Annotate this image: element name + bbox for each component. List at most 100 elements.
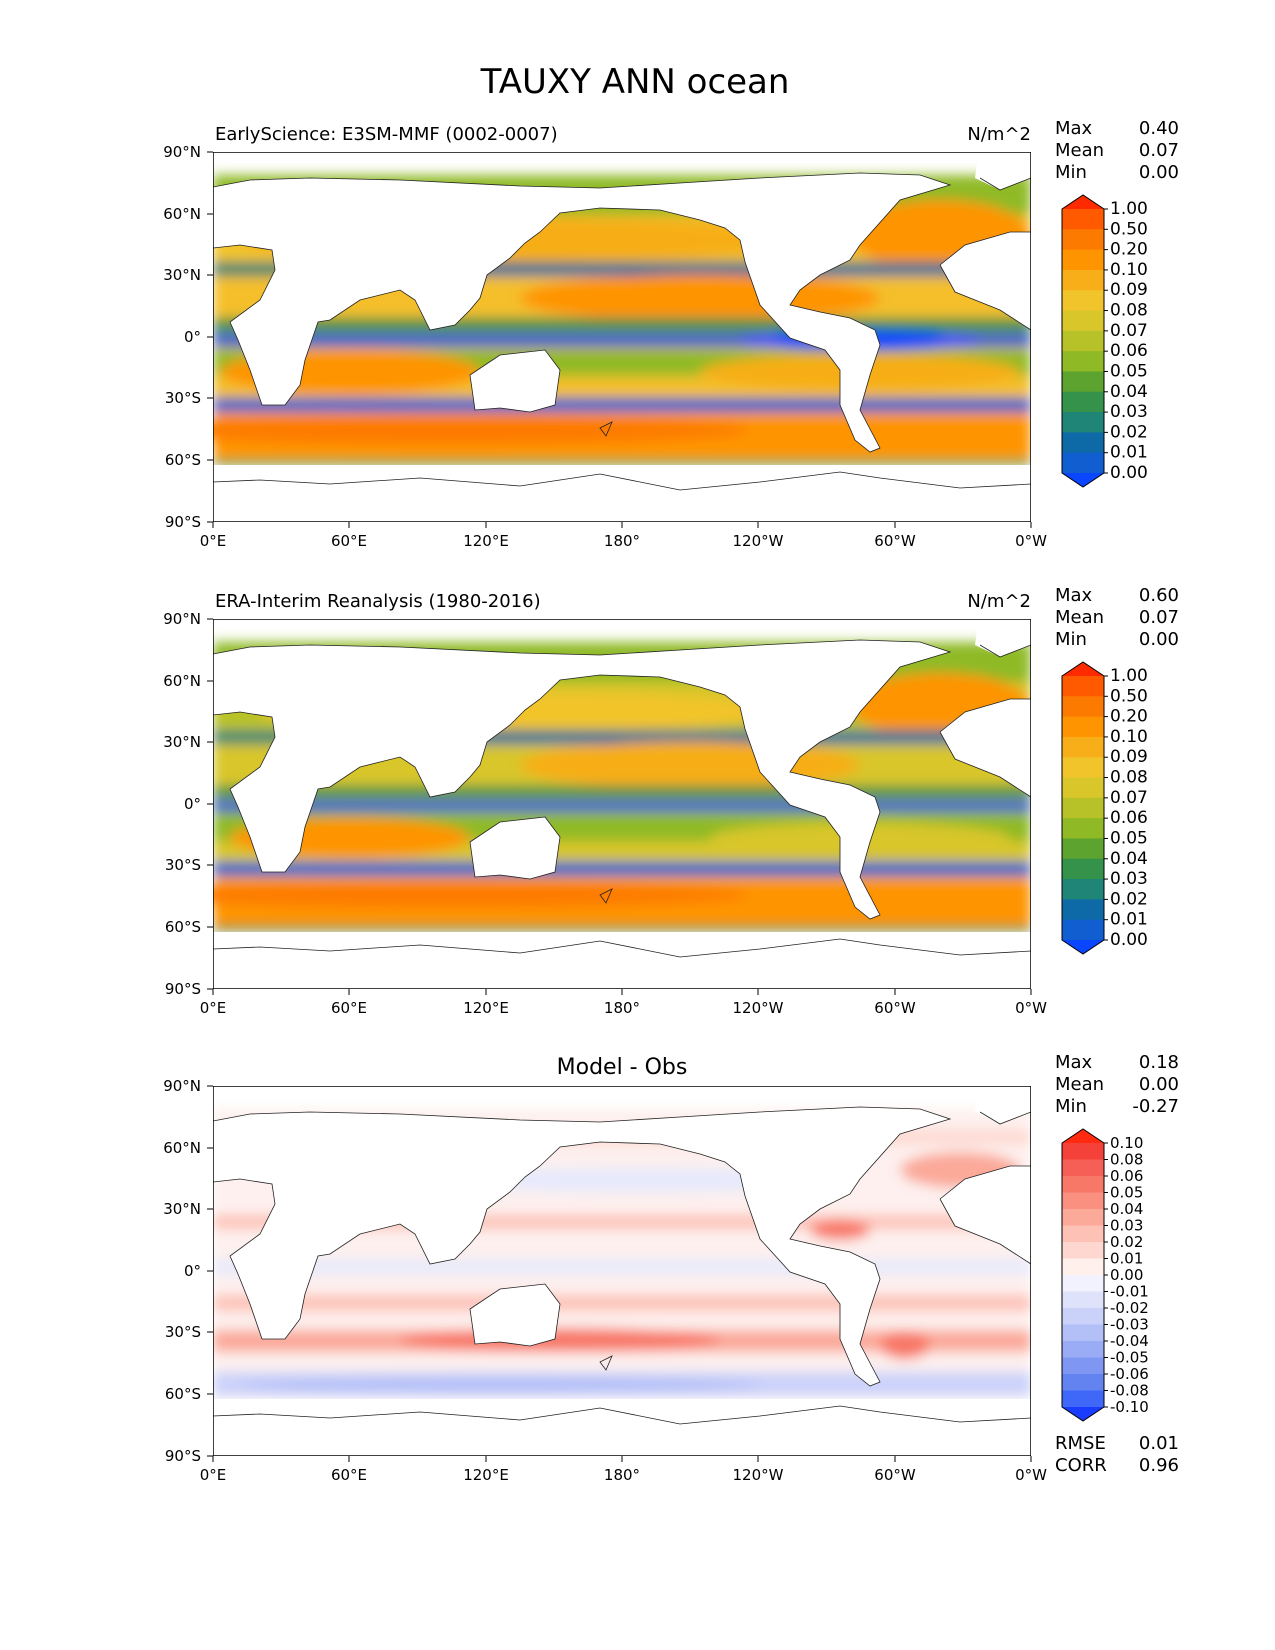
colorbar-swatch <box>1062 1308 1104 1325</box>
x-axis: 0°E 60°E 120°E 180° 120°W 60°W 0°W <box>200 1456 1047 1484</box>
x-tick-label: 0°E <box>200 999 227 1017</box>
x-tick: 120°W <box>733 1456 784 1484</box>
colorbar-label: 0.20 <box>1110 240 1148 260</box>
y-tick-label: 90°S <box>165 1447 201 1465</box>
panel-title: Model - Obs <box>557 1055 688 1080</box>
colorbar-swatch <box>1062 310 1104 332</box>
field-plot <box>213 152 1031 522</box>
x-tick: 120°E <box>463 522 509 550</box>
x-tick-label: 60°W <box>874 532 916 550</box>
colorbar-label: 0.07 <box>1110 321 1148 341</box>
colorbar-label: 0.01 <box>1110 910 1148 930</box>
y-tick: 60°N <box>163 205 213 223</box>
colorbar-label: 0.04 <box>1110 849 1148 869</box>
y-tick-label: 60°S <box>165 451 201 469</box>
y-tick-label: 0° <box>184 328 201 346</box>
x-tick: 60°W <box>874 989 916 1017</box>
colorbar-swatch <box>1062 195 1104 209</box>
y-tick-label: 60°S <box>165 918 201 936</box>
colorbar-swatch <box>1062 432 1104 454</box>
colorbar-label: 0.08 <box>1110 1151 1143 1169</box>
colorbar-swatch <box>1062 716 1104 738</box>
y-tick: 30°S <box>165 856 213 874</box>
x-tick-label: 120°E <box>463 532 509 550</box>
y-tick: 30°N <box>163 1200 213 1218</box>
colorbar-swatch <box>1062 452 1104 474</box>
x-tick: 0°E <box>200 989 227 1017</box>
x-tick-label: 0°W <box>1015 999 1047 1017</box>
y-tick: 30°N <box>163 266 213 284</box>
x-tick: 0°E <box>200 522 226 550</box>
colorbar-swatch <box>1062 1341 1104 1358</box>
x-tick: 180° <box>604 522 640 550</box>
mean-label: Mean <box>1055 140 1104 161</box>
colorbar-label: -0.10 <box>1110 1398 1149 1416</box>
colorbar-swatch <box>1062 1225 1104 1243</box>
colorbar-label: -0.06 <box>1110 1365 1149 1383</box>
y-tick: 90°N <box>163 610 213 628</box>
colorbar-label: 0.03 <box>1110 1217 1143 1235</box>
y-tick: 60°S <box>165 1385 213 1403</box>
x-tick-label: 120°W <box>733 532 784 550</box>
min-value: 0.00 <box>1139 629 1179 650</box>
colorbar-swatch <box>1062 899 1104 921</box>
y-tick-label: 60°N <box>163 1139 201 1157</box>
colorbar-label: 1.00 <box>1110 666 1148 686</box>
colorbar-label: 0.01 <box>1110 1250 1143 1268</box>
x-tick-label: 120°W <box>733 1466 784 1484</box>
mean-label: Mean <box>1055 607 1104 628</box>
max-label: Max <box>1055 118 1093 139</box>
colorbar-label: 0.50 <box>1110 219 1148 239</box>
colorbar-label: 0.01 <box>1110 443 1148 463</box>
y-tick-label: 30°S <box>165 389 201 407</box>
colorbar-swatch <box>1062 1143 1104 1160</box>
y-tick: 60°S <box>165 918 213 936</box>
colorbar-swatch <box>1062 1407 1104 1421</box>
colorbar-label: 0.04 <box>1110 1200 1143 1218</box>
colorbar-label: 0.07 <box>1110 788 1148 808</box>
y-tick-label: 90°N <box>163 1077 201 1095</box>
colorbar-label: 0.02 <box>1110 422 1148 442</box>
y-tick-label: 30°N <box>163 733 201 751</box>
colorbar-swatch <box>1062 209 1104 230</box>
rmse-value: 0.01 <box>1139 1433 1179 1454</box>
x-tick-label: 120°W <box>733 999 784 1017</box>
x-tick-label: 180° <box>604 1466 640 1484</box>
x-tick-label: 180° <box>604 999 640 1017</box>
x-tick: 120°E <box>463 1456 509 1484</box>
x-tick: 0°E <box>200 1456 226 1484</box>
corr-label: CORR <box>1055 1455 1107 1476</box>
rmse-label: RMSE <box>1055 1433 1106 1454</box>
y-tick: 90°S <box>165 513 213 531</box>
x-tick: 0°W <box>1015 522 1047 550</box>
y-tick: 0° <box>184 328 213 346</box>
x-axis: 0°E 60°E 120°E 180° 120°W 60°W 0°W <box>200 522 1047 550</box>
panel-model: EarlyScience: E3SM-MMF (0002-0007) N/m^2… <box>163 118 1179 550</box>
y-tick: 60°S <box>165 451 213 469</box>
y-tick-label: 30°S <box>165 1323 201 1341</box>
colorbar-label: -0.03 <box>1110 1316 1149 1334</box>
colorbar-swatch <box>1062 473 1104 487</box>
y-tick-label: 90°N <box>163 610 201 628</box>
y-tick-label: 0° <box>184 795 201 813</box>
panel-observation: ERA-Interim Reanalysis (1980-2016) N/m^2… <box>163 585 1179 1017</box>
y-tick-label: 30°S <box>165 856 201 874</box>
colorbar-label: 0.06 <box>1110 341 1148 361</box>
max-value: 0.18 <box>1139 1052 1179 1073</box>
y-tick: 0° <box>184 795 213 813</box>
y-tick-label: 60°N <box>163 672 201 690</box>
colorbar-label: -0.08 <box>1110 1382 1149 1400</box>
min-label: Min <box>1055 162 1087 183</box>
colorbar-label: 0.05 <box>1110 828 1148 848</box>
colorbar: 1.000.500.200.100.090.080.070.060.050.04… <box>1061 661 1148 955</box>
colorbar-swatch <box>1062 662 1104 676</box>
x-tick-label: 60°E <box>331 1466 367 1484</box>
colorbar-label: 0.06 <box>1110 1167 1143 1185</box>
stats-box: Max 0.18 Mean 0.00 Min -0.27 <box>1055 1052 1179 1117</box>
colorbar-label: 1.00 <box>1110 199 1148 219</box>
colorbar-label: 0.06 <box>1110 808 1148 828</box>
corr-value: 0.96 <box>1139 1455 1179 1476</box>
y-axis: 90°N 60°N 30°N 0° 30°S 60°S 90°S <box>163 610 213 998</box>
x-tick: 60°W <box>874 522 916 550</box>
colorbar-swatch <box>1062 676 1104 697</box>
